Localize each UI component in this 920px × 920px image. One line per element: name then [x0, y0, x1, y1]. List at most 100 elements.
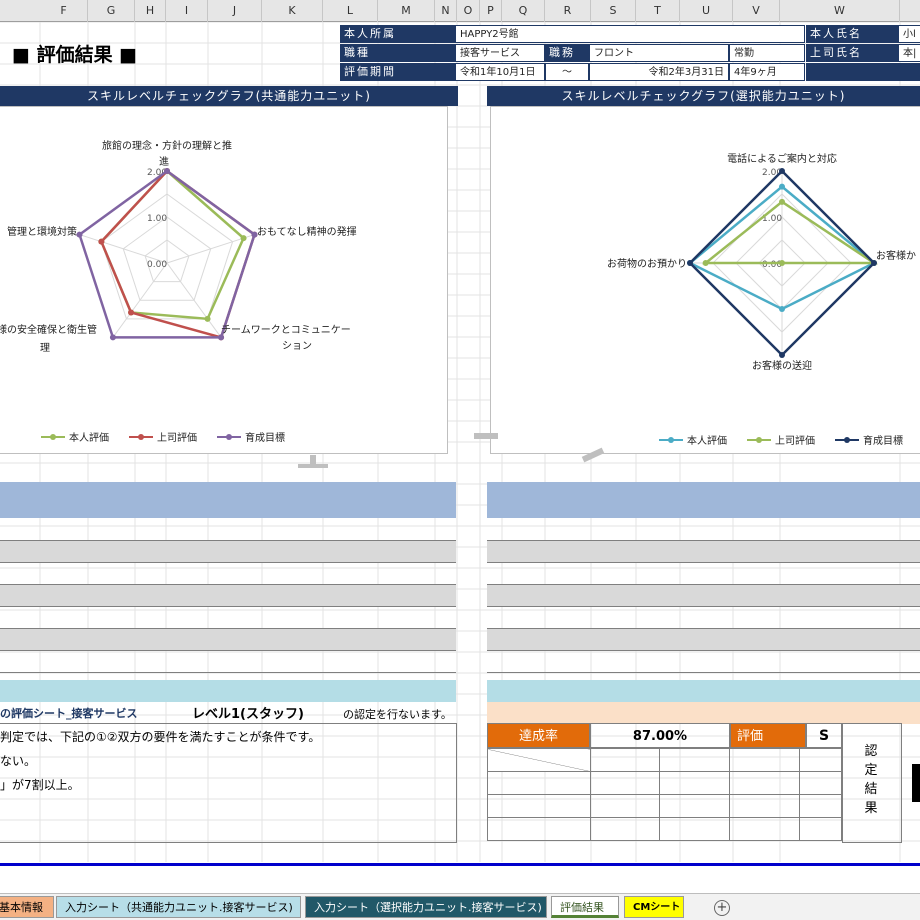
row-cell[interactable] — [214, 562, 264, 585]
row-cell[interactable] — [753, 540, 789, 563]
row-cell[interactable] — [875, 650, 920, 673]
row-cell[interactable] — [146, 606, 180, 629]
sheet-tab-1[interactable]: 入力シート（共通能力ユニット.接客サービス) — [56, 896, 301, 918]
row-cell[interactable] — [753, 518, 789, 541]
row-cell[interactable] — [112, 606, 146, 629]
row-cell[interactable] — [875, 606, 920, 629]
row-cell[interactable] — [214, 518, 264, 541]
row-cell[interactable] — [717, 628, 753, 651]
boss-value[interactable]: 本| — [898, 44, 920, 62]
row-cell[interactable] — [753, 606, 789, 629]
row-cell[interactable] — [112, 562, 146, 585]
row-cell[interactable] — [753, 562, 789, 585]
column-header-i[interactable]: I — [166, 0, 208, 22]
row-cell[interactable] — [364, 540, 456, 563]
resize-handle-1[interactable] — [298, 455, 328, 469]
row-cell[interactable] — [214, 650, 264, 673]
row-cell[interactable] — [146, 650, 180, 673]
row-cell[interactable] — [717, 518, 753, 541]
row-cell[interactable] — [717, 650, 753, 673]
row-cell[interactable] — [180, 584, 214, 607]
sheet-tab-0[interactable]: 基本情報 — [0, 896, 54, 918]
row-cell[interactable] — [825, 606, 875, 629]
column-header-w[interactable]: W — [780, 0, 900, 22]
row-cell[interactable] — [180, 650, 214, 673]
row-cell[interactable] — [314, 540, 364, 563]
row-cell[interactable] — [112, 584, 146, 607]
row-cell[interactable] — [875, 628, 920, 651]
row-cell[interactable] — [180, 518, 214, 541]
affiliation-value[interactable]: HAPPY2号館 — [455, 25, 805, 43]
row-cell[interactable] — [264, 584, 314, 607]
chart2-area[interactable]: 0.00 1.00 2.00 電話によるご案内と対応 お客様か お客様の送迎 お荷物のお預か… — [490, 106, 920, 454]
column-header-q[interactable]: Q — [502, 0, 545, 22]
column-header-v[interactable]: V — [733, 0, 780, 22]
row-cell[interactable] — [789, 584, 825, 607]
name-value[interactable]: 小l — [898, 25, 920, 43]
row-cell[interactable] — [825, 518, 875, 541]
row-cell[interactable] — [146, 584, 180, 607]
row-cell[interactable] — [875, 518, 920, 541]
row-cell[interactable] — [753, 628, 789, 651]
row-cell[interactable] — [364, 562, 456, 585]
row-cell[interactable] — [314, 584, 364, 607]
row-cell[interactable] — [214, 606, 264, 629]
row-cell[interactable] — [753, 650, 789, 673]
row-cell[interactable] — [180, 628, 214, 651]
row-cell[interactable] — [789, 518, 825, 541]
column-header-n[interactable]: N — [435, 0, 457, 22]
row-cell[interactable] — [112, 650, 146, 673]
row-cell[interactable] — [364, 628, 456, 651]
column-header-t[interactable]: T — [636, 0, 680, 22]
row-cell[interactable] — [146, 540, 180, 563]
row-cell[interactable] — [825, 540, 875, 563]
plus-circle-icon[interactable]: + — [714, 900, 730, 916]
sheet-tab-2[interactable]: 入力シート（選択能力ユニット.接客サービス) — [305, 896, 547, 918]
column-header-m[interactable]: M — [378, 0, 435, 22]
column-header-s[interactable]: S — [591, 0, 636, 22]
row-cell[interactable] — [314, 650, 364, 673]
row-cell[interactable] — [717, 562, 753, 585]
row-cell[interactable] — [214, 628, 264, 651]
row-cell[interactable] — [875, 584, 920, 607]
period-end[interactable]: 令和2年3月31日 — [589, 63, 729, 81]
row-cell[interactable] — [364, 606, 456, 629]
column-header-o[interactable]: O — [457, 0, 480, 22]
period-start[interactable]: 令和1年10月1日 — [455, 63, 545, 81]
row-cell[interactable] — [146, 562, 180, 585]
sheet-tab-3[interactable]: 評価結果 — [551, 896, 619, 918]
column-header-l[interactable]: L — [323, 0, 378, 22]
row-cell[interactable] — [214, 540, 264, 563]
employment-value[interactable]: 常勤 — [729, 44, 805, 62]
chart1-area[interactable]: 0.00 1.00 2.00 旅館の理念・方針の理解と推進おもてなし精神の発揮 チームワ… — [0, 106, 448, 454]
row-cell[interactable] — [214, 584, 264, 607]
row-cell[interactable] — [314, 628, 364, 651]
row-cell[interactable] — [314, 518, 364, 541]
row-cell[interactable] — [112, 518, 146, 541]
column-header-j[interactable]: J — [208, 0, 262, 22]
row-cell[interactable] — [789, 628, 825, 651]
column-header-r[interactable]: R — [545, 0, 591, 22]
row-cell[interactable] — [825, 628, 875, 651]
row-cell[interactable] — [264, 606, 314, 629]
row-cell[interactable] — [314, 606, 364, 629]
job-type-value[interactable]: 接客サービス — [455, 44, 545, 62]
row-cell[interactable] — [717, 584, 753, 607]
row-cell[interactable] — [825, 562, 875, 585]
row-cell[interactable] — [180, 540, 214, 563]
row-cell[interactable] — [264, 628, 314, 651]
row-cell[interactable] — [875, 540, 920, 563]
column-header-u[interactable]: U — [680, 0, 733, 22]
row-cell[interactable] — [264, 650, 314, 673]
column-header-g[interactable]: G — [88, 0, 135, 22]
row-cell[interactable] — [825, 650, 875, 673]
row-cell[interactable] — [789, 606, 825, 629]
row-cell[interactable] — [264, 562, 314, 585]
column-header-h[interactable]: H — [135, 0, 166, 22]
row-cell[interactable] — [789, 650, 825, 673]
row-cell[interactable] — [875, 562, 920, 585]
resize-handle-2[interactable] — [474, 433, 498, 439]
row-cell[interactable] — [314, 562, 364, 585]
column-header-k[interactable]: K — [262, 0, 323, 22]
row-cell[interactable] — [264, 518, 314, 541]
